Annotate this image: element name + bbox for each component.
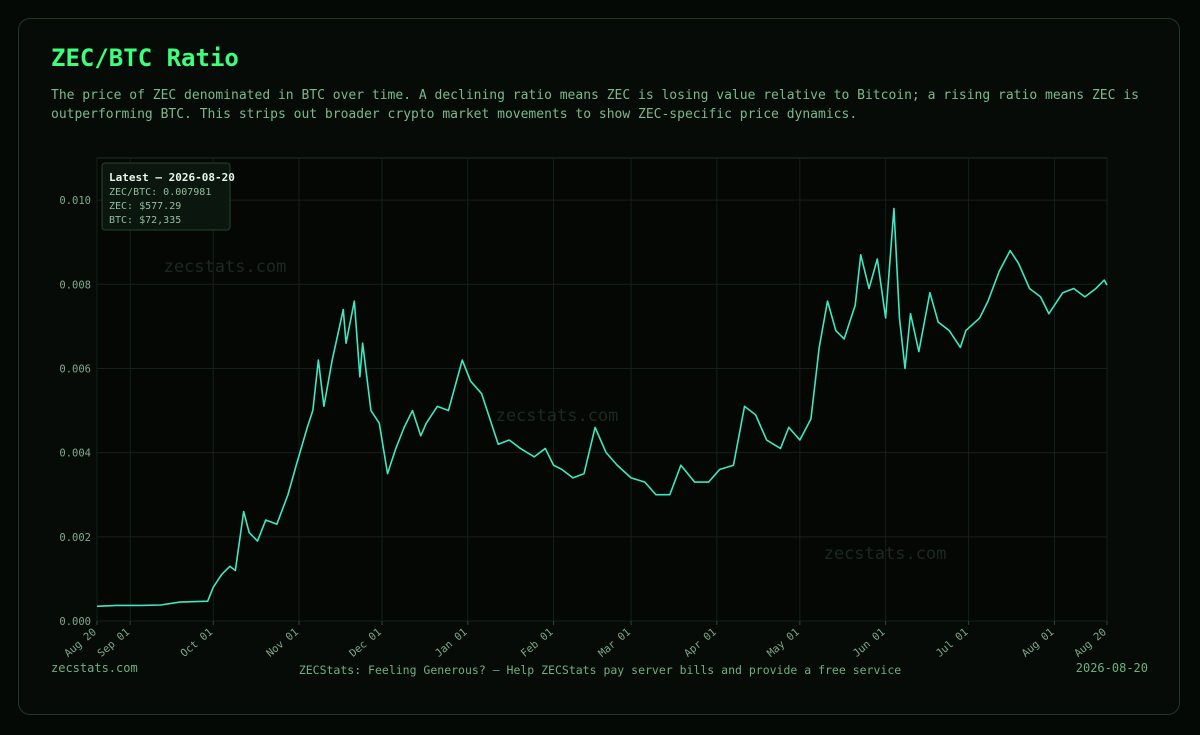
latest-line: ZEC: $577.29 — [109, 201, 181, 212]
x-tick-label: Aug 20 — [1072, 626, 1109, 660]
x-tick-label: Apr 01 — [682, 626, 719, 660]
latest-line: ZEC/BTC: 0.007981 — [109, 187, 211, 198]
watermark: zecstats.com — [496, 406, 619, 426]
latest-box-bg — [101, 162, 231, 231]
footer-right: 2026-08-20 — [1076, 661, 1148, 675]
x-tick-label: Aug 01 — [1020, 626, 1057, 660]
footer-left: zecstats.com — [51, 661, 138, 675]
x-tick-label: Mar 01 — [596, 626, 633, 660]
y-tick-label: 0.000 — [59, 616, 91, 628]
x-tick-label: Jan 01 — [433, 626, 470, 660]
y-tick-label: 0.004 — [59, 448, 91, 460]
chart-description: The price of ZEC denominated in BTC over… — [51, 88, 1139, 122]
chart-title: ZEC/BTC Ratio — [51, 44, 239, 72]
x-tick-label: May 01 — [765, 626, 802, 660]
x-tick-label: Oct 01 — [178, 626, 215, 660]
footer-link[interactable]: ZECStats: Feeling Generous? — Help ZECSt… — [299, 663, 901, 677]
x-tick-label: Feb 01 — [519, 626, 556, 660]
x-tick-label: Sep 01 — [95, 626, 132, 660]
latest-box: Latest — 2026-08-20 ZEC/BTC: 0.007981 ZE… — [101, 162, 235, 231]
latest-line: BTC: $72,335 — [109, 215, 181, 226]
y-tick-label: 0.008 — [59, 279, 91, 291]
x-tick-label: Aug 20 — [62, 626, 99, 660]
plot-area — [96, 157, 1108, 622]
x-tick-label: Nov 01 — [264, 626, 301, 660]
x-tick-label: Jun 01 — [851, 626, 888, 660]
y-tick-label: 0.010 — [59, 195, 91, 207]
y-tick-label: 0.006 — [59, 363, 91, 375]
ratio-line — [96, 207, 1108, 608]
watermark: zecstats.com — [824, 544, 947, 564]
x-tick-label: Dec 01 — [347, 626, 384, 660]
latest-heading: Latest — 2026-08-20 — [109, 171, 235, 184]
watermark: zecstats.com — [164, 257, 287, 277]
y-tick-label: 0.002 — [59, 532, 91, 544]
x-tick-label: Jul 01 — [934, 626, 971, 660]
grid — [96, 158, 1108, 622]
